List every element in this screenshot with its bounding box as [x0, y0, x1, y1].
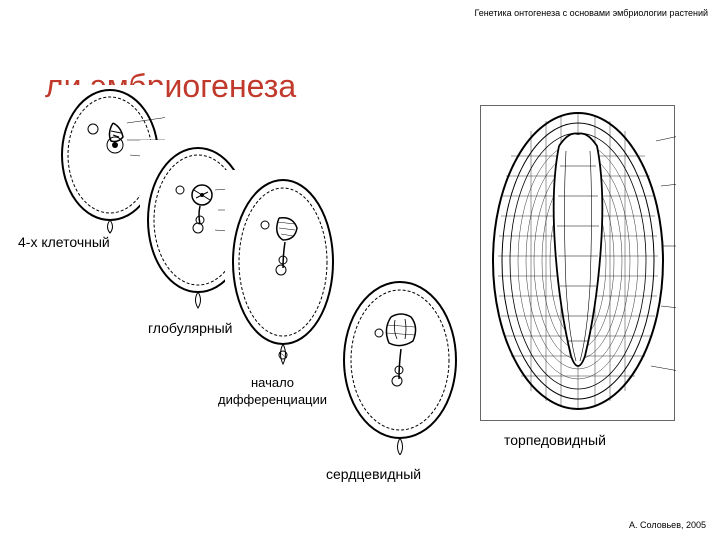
embryo-torpedo-diagram — [480, 105, 675, 421]
label-diff-line1: начало — [251, 375, 294, 390]
label-4cell: 4-х клеточный — [18, 234, 110, 250]
embryo-heart-diagram — [335, 275, 465, 455]
label-torpedo: торпедовидный — [504, 432, 606, 448]
label-globular: глобулярный — [148, 320, 232, 336]
label-heart: сердцевидный — [326, 466, 421, 482]
label-differentiation: начало дифференциации — [218, 375, 327, 409]
label-diff-line2: дифференциации — [218, 392, 327, 407]
footer-attribution: А. Соловьев, 2005 — [629, 520, 706, 530]
embryo-differentiation-diagram — [225, 170, 340, 368]
course-header: Генетика онтогенеза с основами эмбриолог… — [474, 8, 708, 18]
